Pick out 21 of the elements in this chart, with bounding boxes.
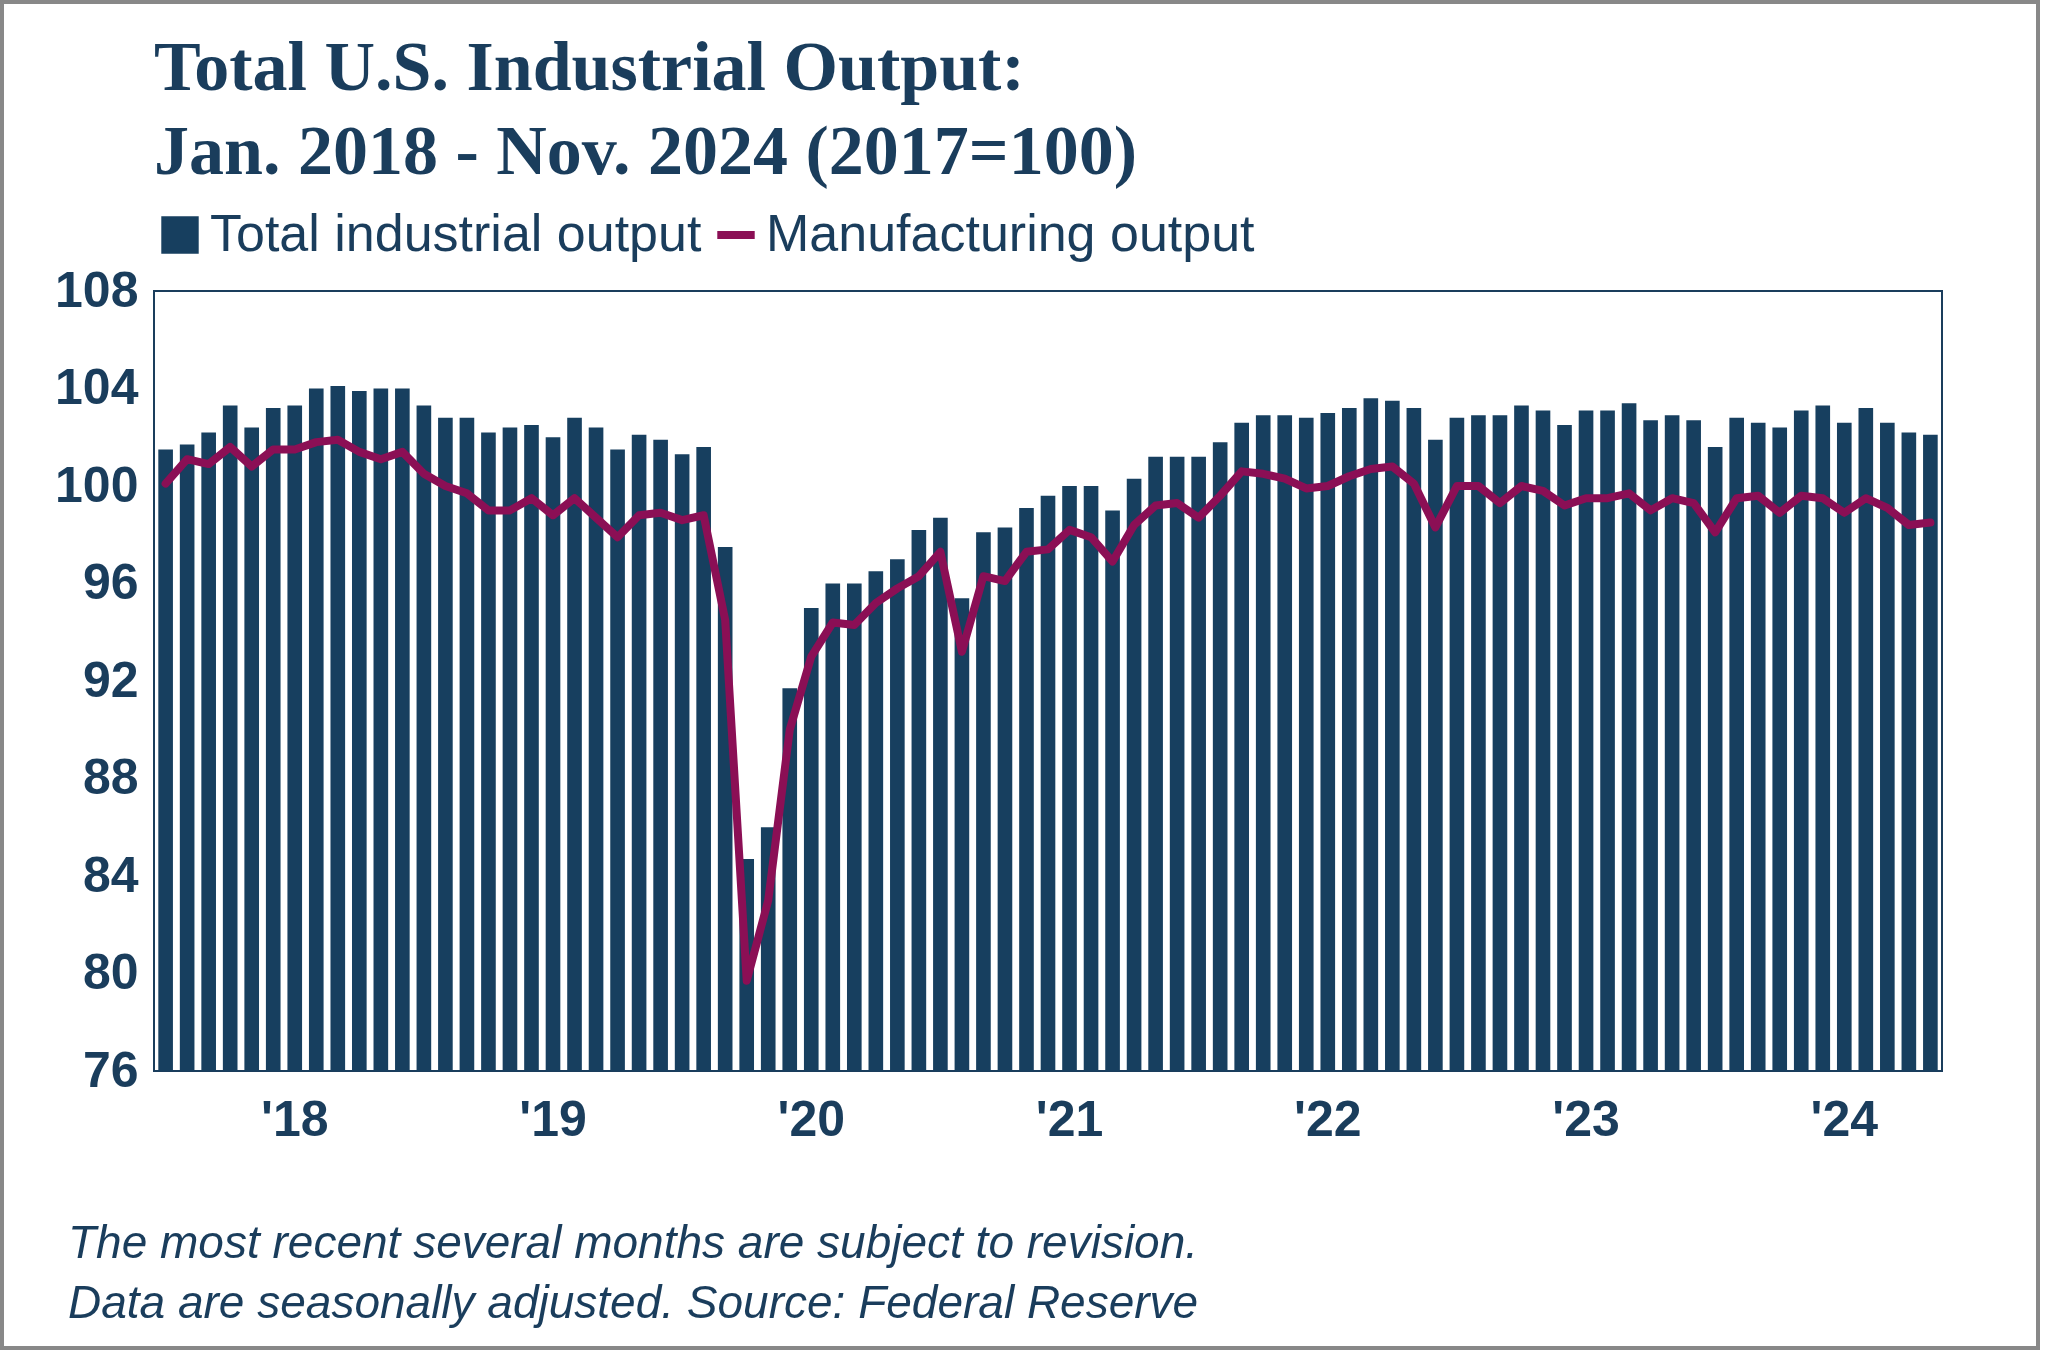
y-tick-label: 84 <box>82 846 139 903</box>
legend-label: Manufacturing output <box>766 204 1256 262</box>
text: The most recent several months are subject to revision. <box>68 1215 1199 1270</box>
y-tick-label: 104 <box>55 359 139 415</box>
chart-title: Total U.S. Industrial Output: Jan. 2018 - Nov. 2024 (2017=100) <box>154 28 1137 189</box>
y-tick-label: 100 <box>55 456 139 513</box>
x-tick-label: '18 <box>260 1090 329 1147</box>
y-tick-label: 80 <box>82 944 139 1000</box>
x-tick-label: '22 <box>1294 1090 1362 1147</box>
y-tick-label: 92 <box>82 651 139 708</box>
x-tick-label: '24 <box>1810 1090 1879 1147</box>
y-tick-label: 76 <box>82 1041 139 1098</box>
y-tick-label: 96 <box>82 554 139 610</box>
x-tick-label: '20 <box>777 1090 846 1147</box>
legend-label: Total industrial output <box>210 204 702 262</box>
y-tick-label: 88 <box>82 749 139 805</box>
x-tick-label: '23 <box>1552 1090 1620 1147</box>
text: Data are seasonally adjusted. Source: Federal Reserve <box>68 1275 1199 1330</box>
x-tick-label: '19 <box>519 1090 587 1147</box>
y-tick-label: 108 <box>55 261 139 318</box>
x-tick-label: '21 <box>1035 1090 1104 1147</box>
